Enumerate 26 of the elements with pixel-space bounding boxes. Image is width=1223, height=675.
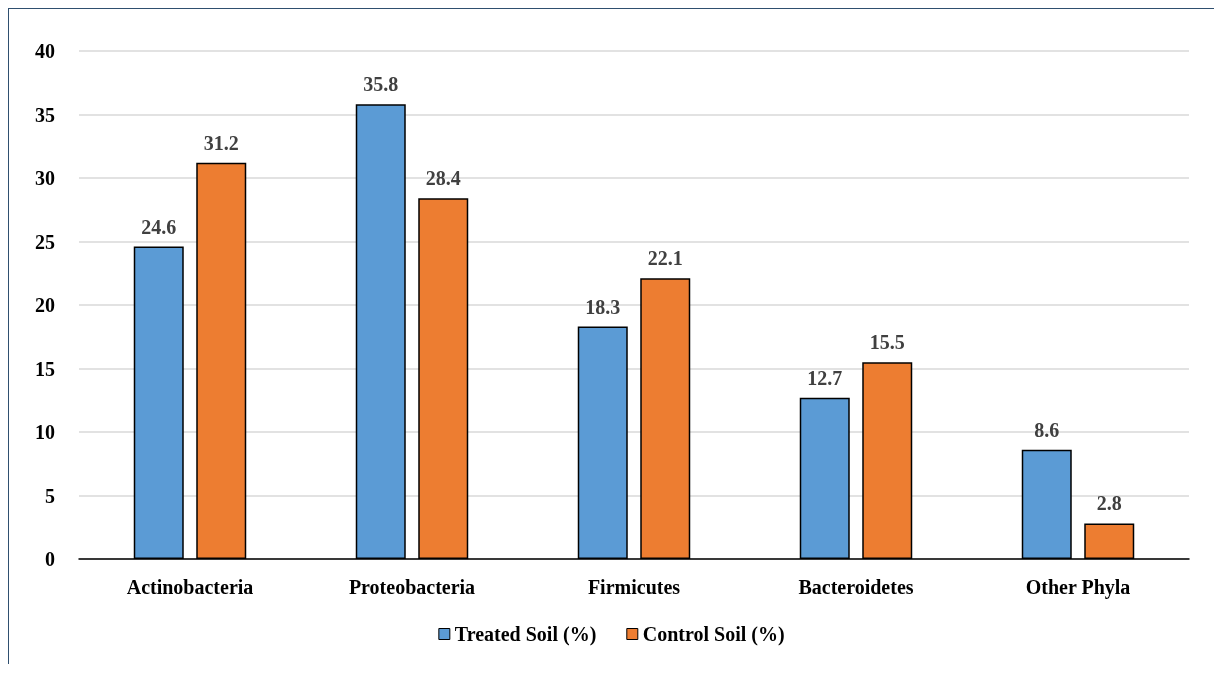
x-tick-label: Actinobacteria: [126, 576, 254, 598]
data-label: 8.6: [1034, 418, 1060, 441]
data-label: 35.8: [363, 73, 399, 96]
x-tick-label: Bacteroidetes: [798, 576, 914, 598]
legend-label: Control Soil (%): [642, 623, 785, 646]
data-label: 15.5: [869, 331, 905, 354]
data-label: 2.8: [1096, 492, 1122, 515]
y-tick-label: 35: [35, 103, 55, 126]
legend-label: Treated Soil (%): [454, 623, 597, 646]
data-label: 28.4: [425, 167, 461, 190]
y-tick-label: 20: [35, 294, 55, 316]
data-label: 12.7: [807, 366, 843, 389]
y-tick-label: 25: [35, 230, 55, 253]
data-label: 22.1: [647, 247, 683, 270]
y-tick-label: 40: [35, 40, 55, 62]
y-tick-label: 15: [35, 357, 55, 380]
y-tick-label: 30: [35, 167, 55, 189]
y-tick-label: 0: [45, 548, 55, 570]
data-label: 18.3: [585, 295, 621, 318]
x-tick-label: Firmicutes: [587, 576, 681, 598]
y-tick-label: 10: [35, 421, 55, 443]
x-tick-label: Proteobacteria: [348, 576, 476, 598]
x-tick-label: Other Phyla: [1025, 576, 1131, 599]
data-label: 31.2: [203, 131, 239, 154]
y-tick-label: 5: [45, 484, 55, 507]
data-label: 24.6: [141, 215, 177, 238]
